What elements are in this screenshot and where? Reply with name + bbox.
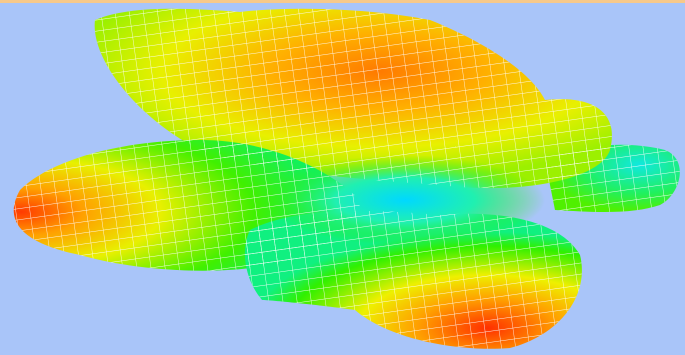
wireframe — [13, 8, 680, 349]
top-border — [0, 0, 685, 3]
bottom-mesh — [244, 210, 582, 349]
surface — [13, 8, 680, 349]
